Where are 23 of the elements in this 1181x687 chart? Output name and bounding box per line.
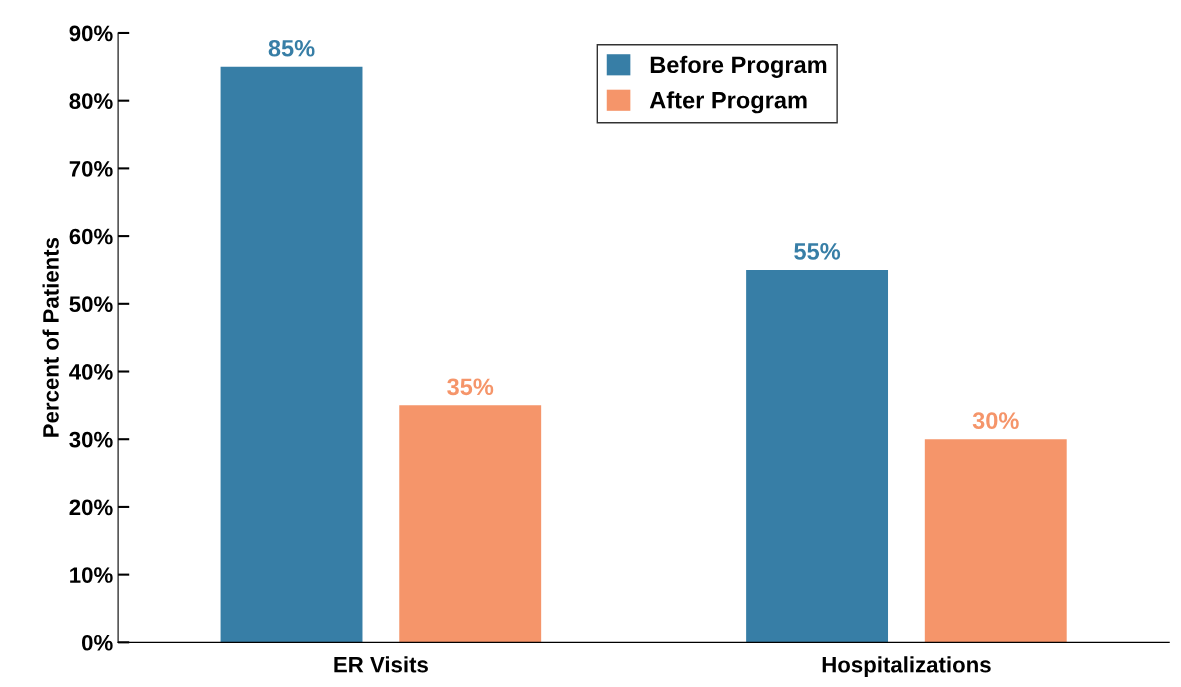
x-tick-label: Hospitalizations (822, 656, 991, 677)
bar (399, 405, 542, 643)
y-tick-label: 40% (69, 364, 113, 380)
bar (746, 269, 889, 643)
y-tick-label: 50% (69, 296, 113, 313)
x-tick-label: ER Visits (334, 656, 428, 673)
data-label: 35% (447, 378, 494, 396)
y-tick-label: 10% (70, 567, 113, 583)
y-tick-label: 80% (69, 93, 113, 109)
y-tick-label: 20% (69, 499, 113, 516)
y-tick-label: 70% (69, 160, 113, 177)
legend-label: After Program (649, 91, 807, 114)
data-label: 85% (268, 39, 315, 57)
bar (924, 439, 1067, 643)
data-label: 30% (972, 412, 1019, 430)
y-tick-label: 60% (69, 228, 113, 245)
y-tick-label: 0% (82, 634, 113, 651)
data-label: 55% (794, 243, 841, 260)
y-axis-title: Percent of Patients (42, 237, 59, 437)
y-tick-label: 90% (69, 25, 113, 42)
legend-label: Before Program (650, 55, 827, 78)
y-tick-label: 30% (69, 431, 113, 448)
bar (220, 66, 363, 643)
